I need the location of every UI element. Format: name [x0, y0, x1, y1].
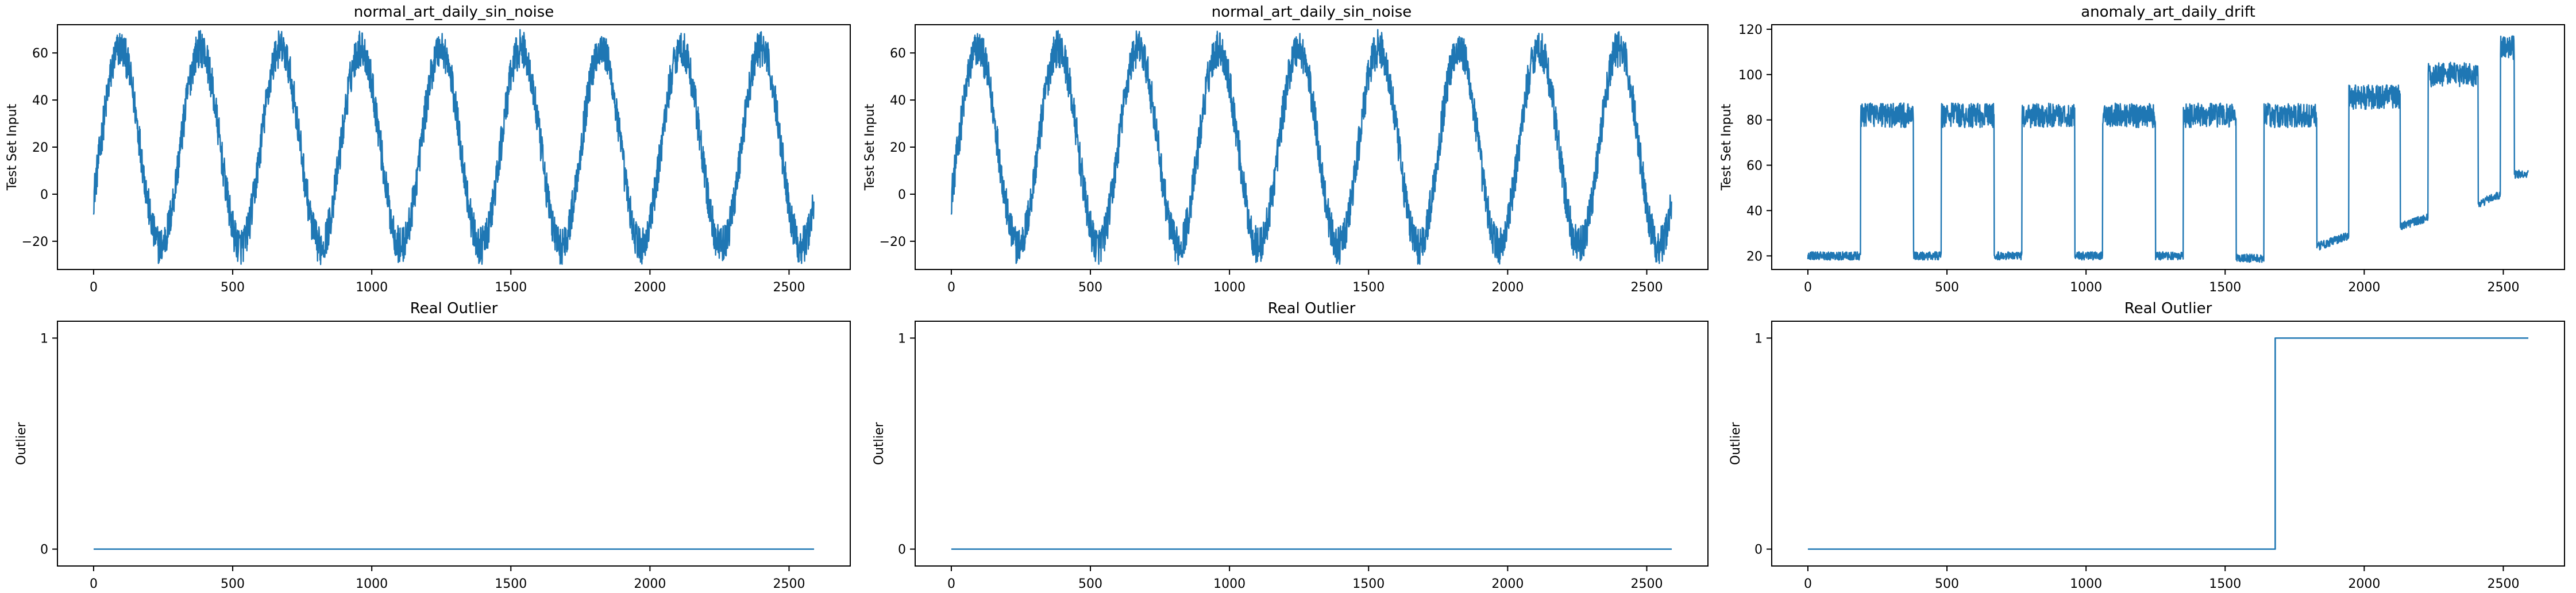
- x-tick-label: 2000: [2348, 280, 2380, 295]
- x-tick-label: 1500: [2209, 577, 2241, 591]
- x-tick-label: 0: [947, 577, 955, 591]
- plot-frame: [915, 321, 1709, 567]
- subplot-6: 0 500 1000 1500 2000 2500 0 1 Real Outlier Outlie…: [1729, 300, 2565, 591]
- x-tick-label: 1000: [1213, 577, 1245, 591]
- y-axis-label: Outlier: [872, 422, 886, 465]
- x-tick-label: 2500: [1630, 577, 1663, 591]
- x-tick-label: 2000: [1491, 280, 1524, 295]
- x-tick-label: 0: [1804, 577, 1812, 591]
- subplot-1: 0 500 1000 1500 2000 2500 −20 0 20 40 60 normal_art…: [5, 3, 851, 295]
- y-tick-label: 60: [890, 47, 906, 61]
- x-tick-label: 1000: [356, 577, 388, 591]
- x-tick-label: 2000: [2348, 577, 2380, 591]
- y-tick-label: 0: [898, 543, 906, 557]
- subplot-5: 0 500 1000 1500 2000 2500 0 1 Real Outlier Outlie…: [872, 300, 1709, 591]
- y-tick-label: 0: [40, 543, 48, 557]
- x-tick-label: 1000: [356, 280, 388, 295]
- y-tick-label: 1: [40, 332, 48, 346]
- y-tick-label: 1: [898, 332, 906, 346]
- y-tick-label: 100: [1738, 68, 1763, 83]
- x-tick-label: 1000: [1213, 280, 1245, 295]
- y-axis-label: Test Set Input: [5, 103, 20, 191]
- x-tick-label: 500: [221, 577, 245, 591]
- y-tick-label: 60: [1746, 159, 1763, 174]
- x-tick-label: 2000: [634, 577, 666, 591]
- chart-title: Real Outlier: [2124, 300, 2212, 317]
- plot-frame: [1771, 321, 2565, 567]
- series-line: [92, 29, 815, 265]
- y-tick-label: −20: [880, 235, 906, 249]
- chart-title: normal_art_daily_sin_noise: [354, 3, 554, 21]
- x-tick-label: 2500: [1630, 280, 1663, 295]
- y-axis-label: Test Set Input: [1719, 103, 1734, 191]
- y-tick-label: 20: [32, 141, 48, 155]
- chart-title: anomaly_art_daily_drift: [2081, 3, 2255, 21]
- plot-frame: [57, 24, 851, 270]
- x-tick-label: 1500: [1352, 280, 1385, 295]
- x-tick-label: 0: [90, 280, 98, 295]
- x-tick-label: 2500: [2487, 280, 2519, 295]
- x-tick-label: 2500: [773, 280, 805, 295]
- y-tick-label: 1: [1754, 332, 1763, 346]
- x-tick-label: 500: [1078, 577, 1102, 591]
- y-axis-label: Test Set Input: [863, 103, 877, 191]
- x-tick-label: 1500: [495, 280, 527, 295]
- x-tick-label: 0: [947, 280, 955, 295]
- y-tick-label: 0: [898, 188, 906, 202]
- x-tick-label: 2500: [773, 577, 805, 591]
- y-tick-label: 120: [1738, 23, 1763, 37]
- x-tick-label: 1000: [2070, 280, 2102, 295]
- y-axis-label: Outlier: [1729, 422, 1743, 465]
- y-tick-label: 40: [1746, 204, 1763, 218]
- y-tick-label: 40: [890, 94, 906, 108]
- subplot-4: 0 500 1000 1500 2000 2500 0 1 Real Outlier Outlie…: [14, 300, 851, 591]
- x-tick-label: 500: [1078, 280, 1102, 295]
- y-tick-label: 40: [32, 94, 48, 108]
- subplot-2: 0 500 1000 1500 2000 2500 −20 0 20 40 60 normal_art…: [863, 3, 1709, 295]
- x-tick-label: 500: [1935, 280, 1959, 295]
- x-tick-label: 0: [90, 577, 98, 591]
- x-tick-label: 500: [221, 280, 245, 295]
- x-tick-label: 2500: [2487, 577, 2519, 591]
- y-tick-label: −20: [22, 235, 48, 249]
- x-tick-label: 2000: [1491, 577, 1524, 591]
- x-tick-label: 2000: [634, 280, 666, 295]
- chart-title: Real Outlier: [1268, 300, 1356, 317]
- subplot-3: 0 500 1000 1500 2000 2500 20 40 60 80 100 120 anomal…: [1719, 3, 2565, 295]
- y-tick-label: 0: [40, 188, 48, 202]
- y-tick-label: 20: [1746, 249, 1763, 264]
- y-tick-label: 60: [32, 47, 48, 61]
- plot-frame: [1771, 24, 2565, 270]
- chart-title: normal_art_daily_sin_noise: [1212, 3, 1412, 21]
- plot-frame: [915, 24, 1709, 270]
- y-axis-label: Outlier: [14, 422, 29, 465]
- y-tick-label: 20: [890, 141, 906, 155]
- x-tick-label: 1500: [495, 577, 527, 591]
- series-line: [950, 29, 1672, 265]
- x-tick-label: 1000: [2070, 577, 2102, 591]
- x-tick-label: 500: [1935, 577, 1959, 591]
- chart-title: Real Outlier: [410, 300, 498, 317]
- series-line: [1807, 35, 2529, 263]
- plot-frame: [57, 321, 851, 567]
- y-tick-label: 80: [1746, 114, 1763, 128]
- x-tick-label: 1500: [1352, 577, 1385, 591]
- series-line: [1807, 337, 2529, 550]
- y-tick-label: 0: [1754, 543, 1763, 557]
- x-tick-label: 1500: [2209, 280, 2241, 295]
- x-tick-label: 0: [1804, 280, 1812, 295]
